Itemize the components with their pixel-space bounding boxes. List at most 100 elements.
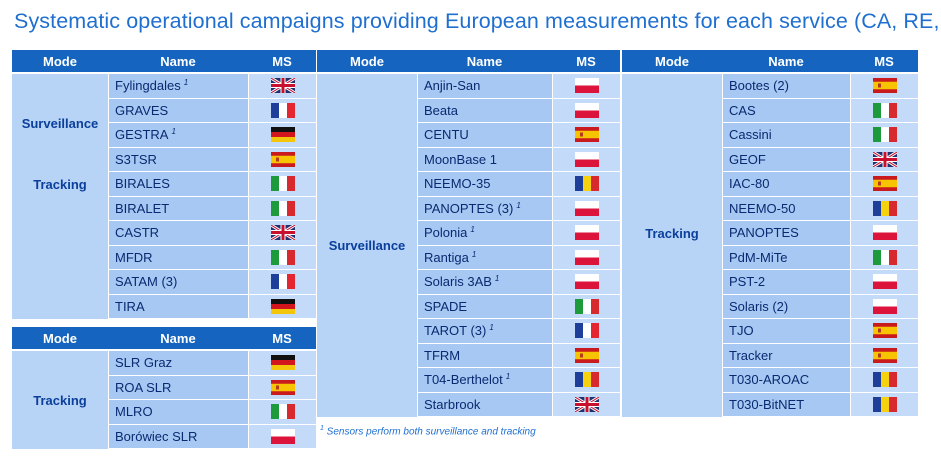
flag-it-icon bbox=[574, 298, 599, 314]
member-state-cell bbox=[248, 172, 316, 196]
member-state-cell bbox=[552, 147, 620, 171]
flag-de-icon bbox=[270, 355, 295, 371]
member-state-cell bbox=[850, 319, 918, 343]
sensor-name: IAC-80 bbox=[722, 172, 850, 196]
table-row: Fylingdales 1 bbox=[108, 74, 316, 99]
sensor-name: T030-BitNET bbox=[722, 392, 850, 416]
member-state-cell bbox=[248, 147, 316, 171]
sensor-name: BIRALES bbox=[108, 172, 248, 196]
sensor-name: NEEMO-50 bbox=[722, 196, 850, 220]
footnote: 1 Sensors perform both surveillance and … bbox=[320, 425, 536, 437]
sensor-name: PANOPTES (3) 1 bbox=[417, 196, 552, 220]
table-row: PST-2 bbox=[722, 270, 918, 295]
member-state-cell bbox=[850, 221, 918, 245]
sensor-name-text: ROA SLR bbox=[115, 379, 172, 395]
mode-label: Surveillance bbox=[21, 115, 99, 131]
sensor-name: Polonia 1 bbox=[417, 221, 552, 245]
sensor-name: ROA SLR bbox=[108, 375, 248, 399]
sensor-name-text: Fylingdales bbox=[115, 78, 181, 94]
flag-uk-icon bbox=[270, 225, 295, 241]
member-state-cell bbox=[248, 294, 316, 318]
member-state-cell bbox=[552, 294, 620, 318]
sensor-name: Borówiec SLR bbox=[108, 424, 248, 448]
table-sensors-right: Mode Name MS Tracking Bootes (2) CAS Cassini GE… bbox=[622, 50, 918, 417]
flag-es-icon bbox=[270, 379, 295, 395]
flag-uk-icon bbox=[270, 78, 295, 94]
sensor-name: MLRO bbox=[108, 400, 248, 424]
sensor-name: Fylingdales 1 bbox=[108, 74, 248, 98]
table-row: GESTRA 1 bbox=[108, 123, 316, 148]
member-state-cell bbox=[850, 343, 918, 367]
sensor-name: S3TSR bbox=[108, 147, 248, 171]
table-row: BIRALES bbox=[108, 172, 316, 197]
table-row: NEEMO-50 bbox=[722, 196, 918, 221]
member-state-cell bbox=[850, 123, 918, 147]
table-row: GRAVES bbox=[108, 98, 316, 123]
table-row: GEOF bbox=[722, 147, 918, 172]
flag-it-icon bbox=[270, 176, 295, 192]
flag-ro-icon bbox=[574, 176, 599, 192]
sensor-name-text: CENTU bbox=[424, 127, 469, 143]
table-row: NEEMO-35 bbox=[417, 172, 620, 197]
flag-ro-icon bbox=[872, 200, 897, 216]
member-state-cell bbox=[850, 196, 918, 220]
sensor-name: PANOPTES bbox=[722, 221, 850, 245]
footnote-marker: 1 bbox=[516, 200, 521, 210]
sensor-name-text: CAS bbox=[729, 102, 756, 118]
sensor-name: T030-AROAC bbox=[722, 368, 850, 392]
table-row: ROA SLR bbox=[108, 375, 316, 400]
flag-it-icon bbox=[872, 127, 897, 143]
sensor-name: TJO bbox=[722, 319, 850, 343]
table-row: Starbrook bbox=[417, 392, 620, 417]
sensor-name: Cassini bbox=[722, 123, 850, 147]
sensor-name-text: S3TSR bbox=[115, 151, 157, 167]
flag-fr-icon bbox=[270, 102, 295, 118]
sensor-name: Anjin-San bbox=[417, 74, 552, 98]
table-row: T04-Berthelot 1 bbox=[417, 368, 620, 393]
table-row: T030-BitNET bbox=[722, 392, 918, 417]
member-state-cell bbox=[552, 245, 620, 269]
flag-pl-icon bbox=[574, 225, 599, 241]
sensor-name-text: Solaris (2) bbox=[729, 298, 789, 314]
flag-uk-icon bbox=[872, 151, 897, 167]
flag-pl-icon bbox=[270, 428, 295, 444]
table-row: Cassini bbox=[722, 123, 918, 148]
table-row: MoonBase 1 bbox=[417, 147, 620, 172]
sensor-name-text: NEEMO-50 bbox=[729, 200, 796, 216]
sensor-name: GESTRA 1 bbox=[108, 123, 248, 147]
footnote-marker: 1 bbox=[494, 274, 500, 284]
table-row: CENTU bbox=[417, 123, 620, 148]
sensor-name: Tracker bbox=[722, 343, 850, 367]
member-state-cell bbox=[552, 392, 620, 416]
table-row: Solaris 3AB 1 bbox=[417, 270, 620, 295]
sensor-name: MoonBase 1 bbox=[417, 147, 552, 171]
sensor-name-text: CASTR bbox=[115, 225, 160, 241]
header-mode: Mode bbox=[43, 53, 77, 69]
sensor-name: Starbrook bbox=[417, 392, 552, 416]
table-header: Mode Name MS bbox=[12, 50, 316, 74]
member-state-cell bbox=[850, 270, 918, 294]
mode-label: Tracking bbox=[33, 392, 87, 408]
table-row: MFDR bbox=[108, 245, 316, 270]
sensor-name-text: Rantiga bbox=[424, 249, 469, 265]
member-state-cell bbox=[248, 400, 316, 424]
flag-it-icon bbox=[270, 200, 295, 216]
table-row: Bootes (2) bbox=[722, 74, 918, 99]
header-name: Name bbox=[160, 330, 196, 346]
flag-es-icon bbox=[872, 347, 897, 363]
flag-pl-icon bbox=[872, 298, 897, 314]
member-state-cell bbox=[850, 147, 918, 171]
table-row: SPADE bbox=[417, 294, 620, 319]
sensor-name: PdM-MiTe bbox=[722, 245, 850, 269]
sensor-name-text: Starbrook bbox=[424, 396, 481, 412]
table-row: SATAM (3) bbox=[108, 270, 316, 295]
flag-pl-icon bbox=[872, 225, 897, 241]
sensor-name: SLR Graz bbox=[108, 351, 248, 375]
sensor-name: SPADE bbox=[417, 294, 552, 318]
member-state-cell bbox=[552, 319, 620, 343]
sensor-name: TIRA bbox=[108, 294, 248, 318]
footnote-marker: 1 bbox=[171, 127, 176, 137]
table-row: BIRALET bbox=[108, 196, 316, 221]
flag-es-icon bbox=[270, 151, 295, 167]
flag-it-icon bbox=[270, 249, 295, 265]
